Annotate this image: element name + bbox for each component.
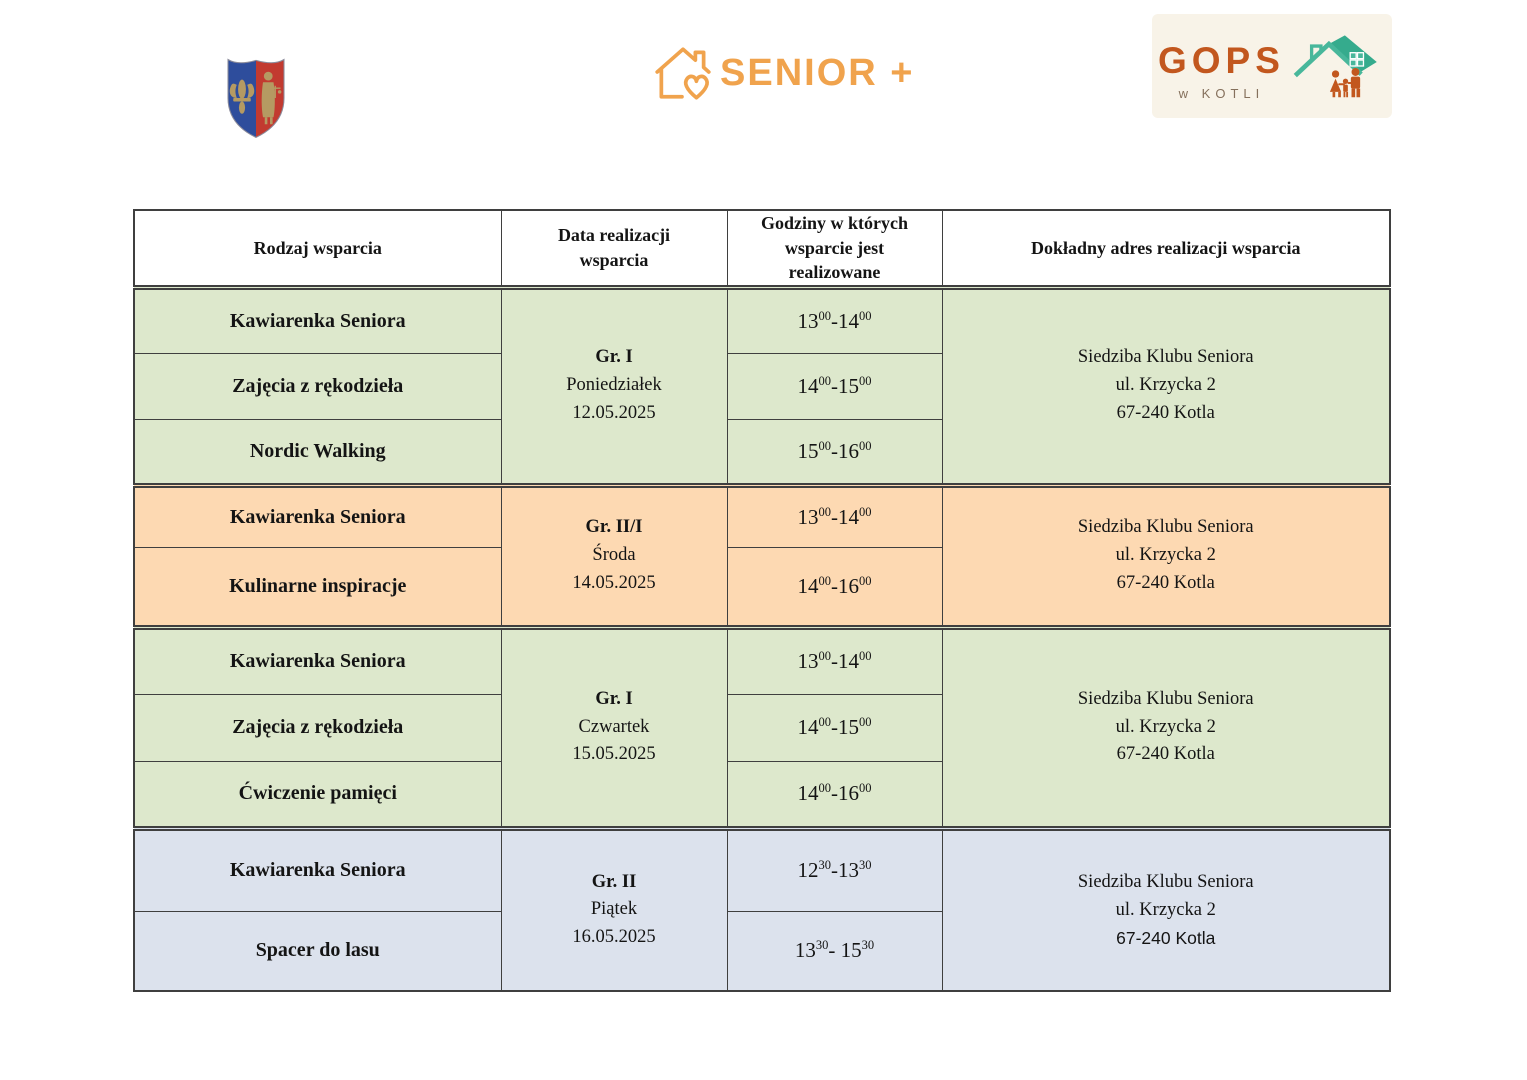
group-label: Gr. I <box>595 347 633 368</box>
date-value: 14.05.2025 <box>572 572 656 593</box>
activity-cell: Kulinarne inspiracje <box>133 546 502 628</box>
column-header-data: Data realizacji wsparcia <box>500 209 728 288</box>
time-cell: 1400-1500 <box>726 352 943 420</box>
time-cell: 1230-1330 <box>726 825 943 912</box>
column-header-godziny: Godziny w których wsparcie jest realizow… <box>726 209 943 288</box>
day-label: Środa <box>592 545 636 566</box>
activity-cell: Kawiarenka Seniora <box>133 482 502 548</box>
activity-cell: Zajęcia z rękodzieła <box>133 352 502 420</box>
date-value: 15.05.2025 <box>572 744 656 765</box>
gops-subtitle: w KOTLI <box>1178 86 1265 101</box>
house-heart-icon <box>655 47 711 100</box>
time-cell: 1400-1600 <box>726 546 943 628</box>
time-cell: 1400-1600 <box>726 760 943 829</box>
address-cell: Siedziba Klubu Seniora ul. Krzycka 2 67-… <box>941 624 1391 829</box>
time-cell: 1330- 1530 <box>726 910 943 992</box>
address-cell: Siedziba Klubu Seniora ul. Krzycka 2 67-… <box>941 284 1391 486</box>
senior-plus-label: SENIOR + <box>720 51 915 94</box>
date-value: 12.05.2025 <box>572 402 656 423</box>
window-icon <box>1349 52 1365 67</box>
day-label: Poniedziałek <box>566 375 662 396</box>
date-cell: Gr. I Poniedziałek 12.05.2025 <box>500 284 728 486</box>
date-cell: Gr. II/I Środa 14.05.2025 <box>500 482 728 628</box>
activity-cell: Nordic Walking <box>133 418 502 486</box>
time-cell: 1400-1500 <box>726 693 943 762</box>
schedule-table: Rodzaj wsparcia Data realizacji wsparcia… <box>133 209 1391 992</box>
activity-cell: Spacer do lasu <box>133 910 502 992</box>
time-cell: 1300-1400 <box>726 624 943 695</box>
gops-house-family-icon <box>1293 35 1377 98</box>
municipality-crest-icon <box>227 58 285 138</box>
activity-cell: Kawiarenka Seniora <box>133 284 502 354</box>
group-label: Gr. II/I <box>585 517 643 538</box>
time-cell: 1300-1400 <box>726 482 943 548</box>
date-value: 16.05.2025 <box>572 927 656 948</box>
activity-cell: Zajęcia z rękodzieła <box>133 693 502 762</box>
address-cell: Siedziba Klubu Seniora ul. Krzycka 2 67-… <box>941 825 1391 992</box>
activity-cell: Kawiarenka Seniora <box>133 825 502 912</box>
time-cell: 1500-1600 <box>726 418 943 486</box>
date-cell: Gr. II Piątek 16.05.2025 <box>500 825 728 992</box>
date-cell: Gr. I Czwartek 15.05.2025 <box>500 624 728 829</box>
column-header-rodzaj: Rodzaj wsparcia <box>133 209 502 288</box>
group-label: Gr. II <box>591 871 637 892</box>
saint-with-scales-icon <box>261 71 282 125</box>
address-cell: Siedziba Klubu Seniora ul. Krzycka 2 67-… <box>941 482 1391 628</box>
group-label: Gr. I <box>595 688 633 709</box>
senior-plus-logo: SENIOR + <box>650 40 914 106</box>
activity-cell: Ćwiczenie pamięci <box>133 760 502 829</box>
day-label: Piątek <box>590 899 638 920</box>
day-label: Czwartek <box>578 716 650 737</box>
gops-title: GOPS <box>1158 40 1285 81</box>
fleur-de-lis-icon <box>229 79 255 114</box>
gops-logo: GOPS w KOTLI <box>1152 14 1392 118</box>
column-header-adres: Dokładny adres realizacji wsparcia <box>941 209 1391 288</box>
time-cell: 1300-1400 <box>726 284 943 354</box>
family-icon <box>1329 67 1361 98</box>
activity-cell: Kawiarenka Seniora <box>133 624 502 695</box>
